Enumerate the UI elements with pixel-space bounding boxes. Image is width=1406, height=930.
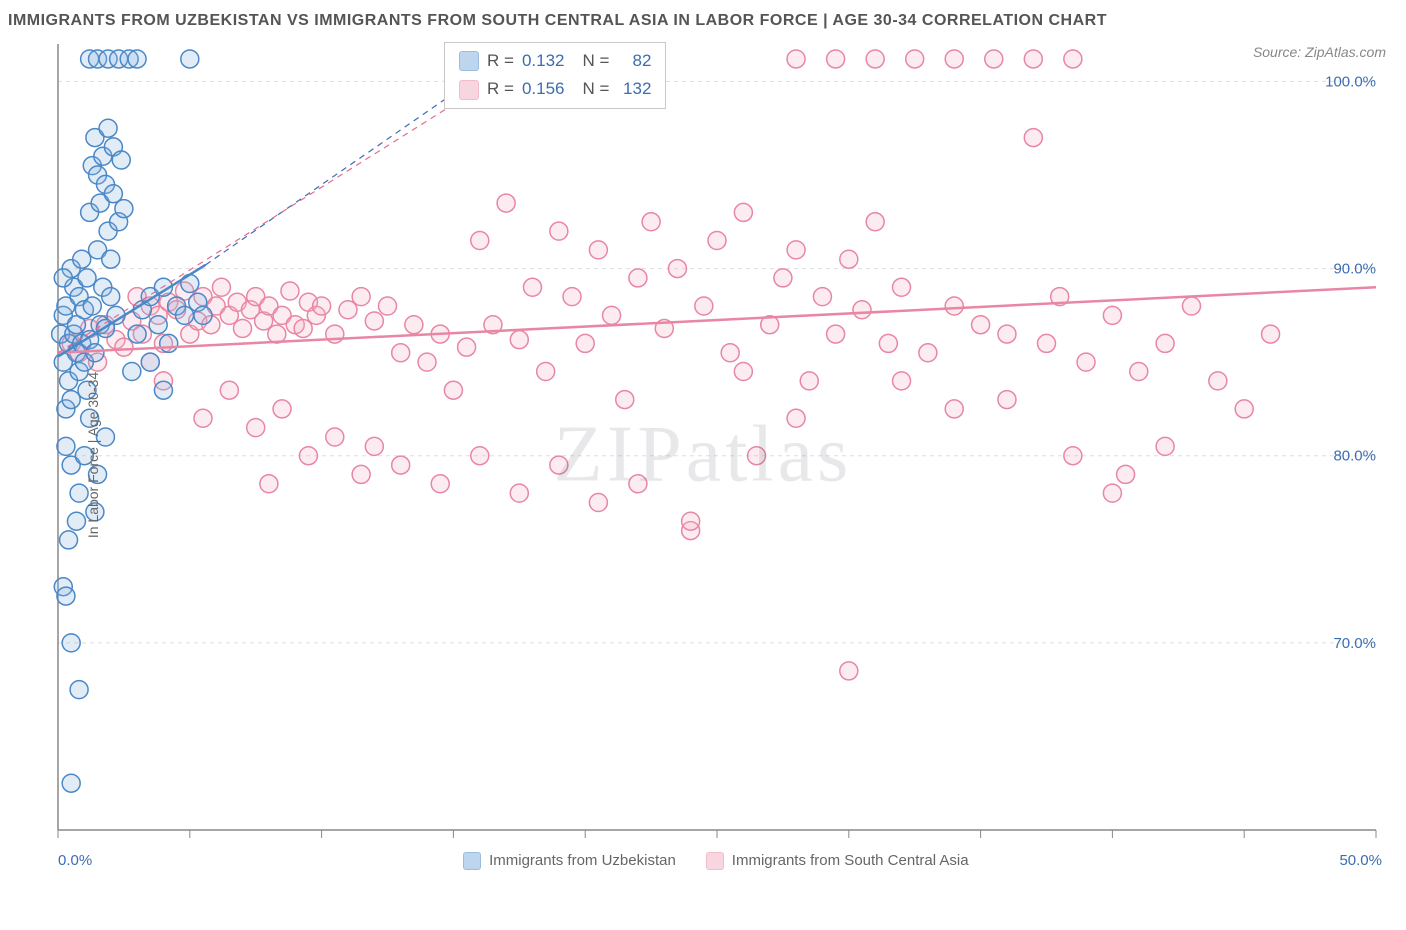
bottom-legend: 0.0% Immigrants from Uzbekistan Immigran… — [8, 852, 1398, 870]
swatch-sca — [459, 80, 479, 100]
legend-swatch-sca — [706, 852, 724, 870]
stats-row-sca: R = 0.156 N = 132 — [459, 75, 651, 104]
legend-label-uzbekistan: Immigrants from Uzbekistan — [489, 852, 676, 869]
stat-r-label-2: R = — [487, 75, 514, 104]
stat-n-sca: 132 — [617, 75, 651, 104]
x-min-label: 0.0% — [58, 852, 92, 869]
stat-r-sca: 0.156 — [522, 75, 565, 104]
scatter-plot: 70.0% 80.0% 90.0% 100.0% — [8, 40, 1398, 870]
stat-r-uz: 0.132 — [522, 47, 565, 76]
stats-row-uzbekistan: R = 0.132 N = 82 — [459, 47, 651, 76]
stat-r-label: R = — [487, 47, 514, 76]
legend-swatch-uzbekistan — [463, 852, 481, 870]
stat-n-uz: 82 — [617, 47, 651, 76]
legend-label-sca: Immigrants from South Central Asia — [732, 852, 969, 869]
chart-container: In Labor Force | Age 30-34 70.0% 80.0% 90.… — [8, 40, 1398, 870]
x-max-label: 50.0% — [1339, 852, 1382, 869]
svg-text:90.0%: 90.0% — [1333, 260, 1376, 277]
stat-n-label-2: N = — [582, 75, 609, 104]
stats-box: R = 0.132 N = 82 R = 0.156 N = 132 — [444, 42, 666, 110]
swatch-uzbekistan — [459, 51, 479, 71]
svg-text:80.0%: 80.0% — [1333, 447, 1376, 464]
svg-text:100.0%: 100.0% — [1325, 73, 1376, 90]
legend-item-uzbekistan: Immigrants from Uzbekistan — [463, 852, 676, 870]
chart-title: IMMIGRANTS FROM UZBEKISTAN VS IMMIGRANTS… — [8, 8, 1108, 34]
svg-text:70.0%: 70.0% — [1333, 634, 1376, 651]
legend-item-sca: Immigrants from South Central Asia — [706, 852, 969, 870]
y-axis-label: In Labor Force | Age 30-34 — [85, 371, 101, 537]
stat-n-label: N = — [582, 47, 609, 76]
